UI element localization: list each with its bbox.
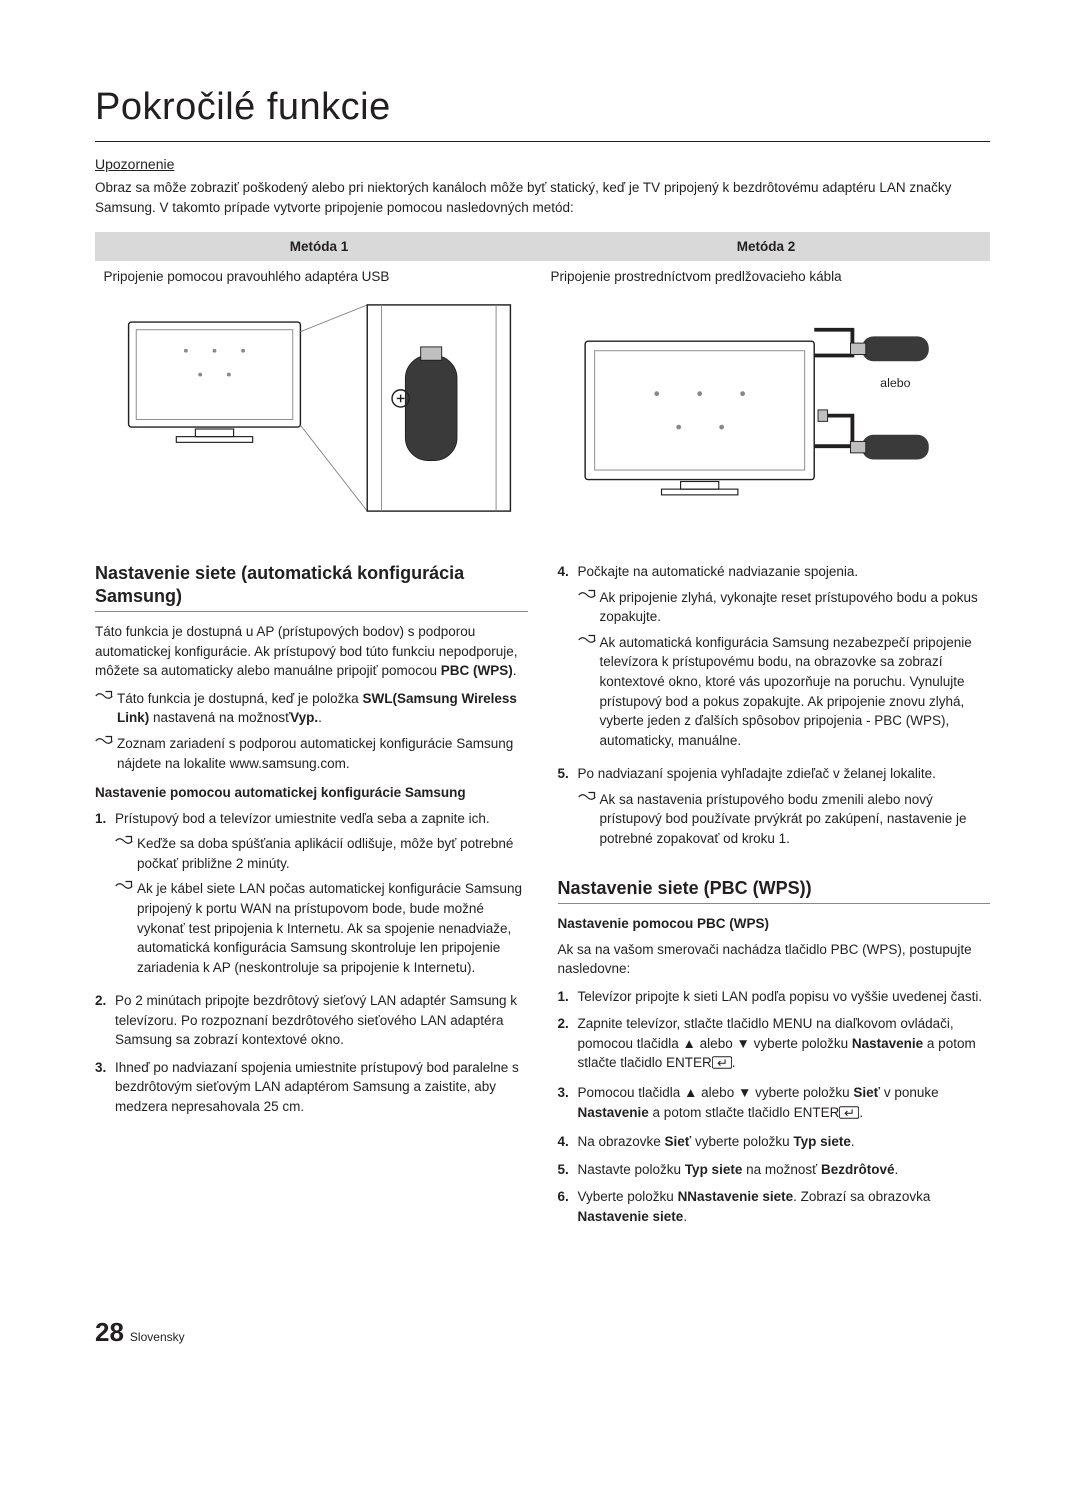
method-1-caption: Pripojenie pomocou pravouhlého adaptéra …: [96, 261, 543, 297]
left-section-title: Nastavenie siete (automatická konfigurác…: [95, 562, 528, 607]
method-2-header: Metóda 2: [543, 232, 990, 261]
right-subheading: Nastavenie pomocou PBC (WPS): [558, 914, 991, 934]
rb-step-1: 1. Televízor pripojte k sieti LAN podľa …: [558, 987, 991, 1007]
page-language: Slovensky: [130, 1329, 185, 1346]
left-step-3: 3. Ihneď po nadviazaní spojenia umiestni…: [95, 1058, 528, 1117]
methods-table: Metóda 1 Metóda 2 Pripojenie pomocou pra…: [95, 232, 990, 529]
note-icon: [115, 879, 137, 977]
note-icon: [115, 834, 137, 873]
right-section-title: Nastavenie siete (PBC (WPS)): [558, 877, 991, 900]
right-section-rule: [558, 903, 991, 904]
note-icon: [578, 633, 600, 750]
left-subheading: Nastavenie pomocou automatickej konfigur…: [95, 783, 528, 803]
page-footer: 28 Slovensky: [95, 1314, 990, 1352]
note-icon: [578, 588, 600, 627]
or-label: alebo: [880, 376, 910, 390]
right-top-steps: 4. Počkajte na automatické nadviazanie s…: [558, 562, 991, 854]
enter-icon: [712, 1055, 732, 1075]
method-1-header: Metóda 1: [96, 232, 543, 261]
page-number: 28: [95, 1314, 124, 1352]
right-column: 4. Počkajte na automatické nadviazanie s…: [558, 562, 991, 1234]
method-2-caption: Pripojenie prostredníctvom predlžovacieh…: [543, 261, 990, 297]
rb-step-4: 4. Na obrazovke Sieť vyberte položku Typ…: [558, 1132, 991, 1152]
left-intro: Táto funkcia je dostupná u AP (prístupov…: [95, 622, 528, 681]
warning-body: Obraz sa môže zobraziť poškodený alebo p…: [95, 178, 990, 217]
left-step-1-note-a: Keďže sa doba spúšťania aplikácií odlišu…: [115, 834, 528, 873]
left-steps: 1. Prístupový bod a televízor umiestnite…: [95, 809, 528, 1117]
rb-step-3: 3. Pomocou tlačidla ▲ alebo ▼ vyberte po…: [558, 1083, 991, 1124]
left-column: Nastavenie siete (automatická konfigurác…: [95, 562, 528, 1234]
note-icon: [95, 734, 117, 773]
left-section-rule: [95, 611, 528, 612]
right-intro: Ak sa na vašom smerovači nachádza tlačid…: [558, 940, 991, 979]
rb-step-2: 2. Zapnite televízor, stlačte tlačidlo M…: [558, 1014, 991, 1075]
right-step-5: 5. Po nadviazaní spojenia vyhľadajte zdi…: [558, 764, 991, 854]
warning-heading: Upozornenie: [95, 154, 990, 174]
rb-step-6: 6. Vyberte položku NNastavenie siete. Zo…: [558, 1187, 991, 1226]
left-step-1: 1. Prístupový bod a televízor umiestnite…: [95, 809, 528, 984]
rb-step-5: 5. Nastavte položku Typ siete na možnosť…: [558, 1160, 991, 1180]
page-title: Pokročilé funkcie: [95, 80, 990, 135]
right-bottom-steps: 1. Televízor pripojte k sieti LAN podľa …: [558, 987, 991, 1227]
right-step-4: 4. Počkajte na automatické nadviazanie s…: [558, 562, 991, 756]
note-icon: [578, 790, 600, 849]
left-step-1-note-b: Ak je kábel siete LAN počas automatickej…: [115, 879, 528, 977]
method-2-diagram: alebo: [543, 297, 990, 529]
title-rule: [95, 141, 990, 142]
right-step-5-note-a: Ak sa nastavenia prístupového bodu zmeni…: [578, 790, 991, 849]
right-step-4-note-b: Ak automatická konfigurácia Samsung neza…: [578, 633, 991, 750]
right-step-4-note-a: Ak pripojenie zlyhá, vykonajte reset prí…: [578, 588, 991, 627]
left-note-2: Zoznam zariadení s podporou automatickej…: [95, 734, 528, 773]
method-1-diagram: [96, 297, 543, 529]
left-step-2: 2. Po 2 minútach pripojte bezdrôtový sie…: [95, 991, 528, 1050]
note-icon: [95, 689, 117, 728]
enter-icon: [839, 1105, 859, 1125]
left-note-1: Táto funkcia je dostupná, keď je položka…: [95, 689, 528, 728]
